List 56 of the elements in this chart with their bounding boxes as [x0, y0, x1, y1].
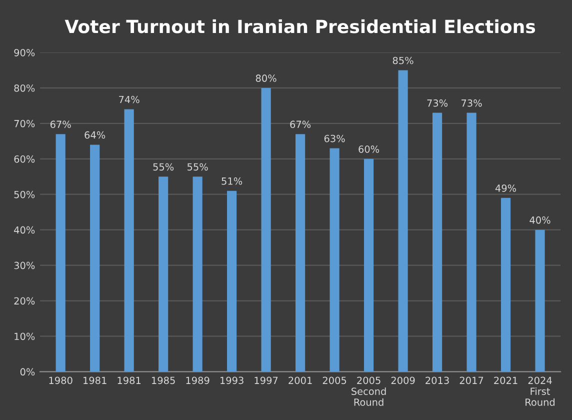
bar [261, 88, 271, 372]
x-tick-label: 2017 [460, 376, 484, 384]
bar [535, 230, 545, 372]
data-label: 73% [462, 99, 482, 107]
bar [330, 148, 340, 372]
bar [90, 144, 100, 372]
data-label: 85% [392, 56, 414, 64]
x-tick-label: 2009 [391, 376, 415, 384]
bar [432, 112, 442, 372]
bar [466, 112, 476, 372]
y-tick-label: 20% [14, 297, 35, 305]
data-label: 55% [188, 163, 208, 171]
data-label: 80% [256, 74, 276, 82]
bar [364, 158, 374, 372]
data-label: 55% [153, 163, 174, 171]
x-tick-label: 2021 [494, 376, 518, 384]
x-tick-label: 1997 [254, 376, 278, 384]
y-tick-label: 0% [20, 368, 35, 376]
y-tick-label: 10% [14, 332, 35, 340]
bar [56, 134, 66, 372]
x-tick-label: 2024 First Round [526, 376, 555, 406]
x-tick-label: 1985 [152, 376, 175, 384]
y-tick-label: 90% [14, 48, 35, 56]
bar [124, 109, 134, 372]
data-label: 74% [119, 96, 140, 104]
bar [227, 190, 237, 372]
x-tick-label: 1981 [84, 376, 106, 384]
y-tick-label: 30% [14, 262, 35, 270]
x-tick-label: 2005 Second Round [352, 376, 386, 406]
data-label: 40% [530, 216, 550, 224]
bar [158, 176, 168, 372]
x-tick-label: 2001 [288, 376, 312, 384]
y-tick-label: 40% [14, 226, 35, 234]
bar [296, 134, 306, 372]
y-tick-label: 80% [14, 84, 35, 92]
data-label: 60% [358, 145, 380, 153]
data-label: 64% [84, 131, 106, 139]
x-tick-label: 1989 [186, 376, 210, 384]
bar [500, 198, 511, 372]
y-tick-label: 60% [14, 155, 35, 163]
data-label: 73% [427, 99, 448, 107]
y-tick-label: 50% [14, 190, 35, 198]
data-label: 67% [290, 120, 311, 128]
data-label: 63% [324, 134, 345, 142]
data-label: 51% [222, 177, 242, 185]
y-tick-label: 70% [14, 120, 35, 128]
chart-title: Voter Turnout in Iranian Presidential Elections [64, 19, 536, 34]
data-label: 49% [495, 184, 516, 192]
x-tick-label: 1993 [220, 376, 244, 384]
x-tick-label: 2013 [426, 376, 449, 384]
bar [192, 176, 202, 372]
data-label: 67% [50, 120, 71, 128]
x-tick-label: 2005 [322, 376, 346, 384]
bar [398, 70, 408, 372]
x-tick-label: 1981 [118, 376, 141, 384]
x-tick-label: 1980 [49, 376, 72, 384]
